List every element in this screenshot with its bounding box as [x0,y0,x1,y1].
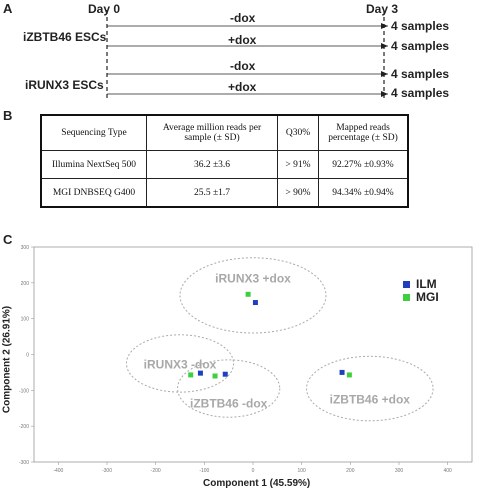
y-tick-label: 200 [21,281,30,287]
table-cell: 94.34% ±0.94% [318,178,409,208]
y-tick-label: 300 [21,245,30,251]
sample-count: 4 samples [391,19,450,33]
data-point-mgi [346,372,352,378]
data-point-ilm [197,370,203,376]
panel-label-c: C [3,232,13,247]
data-point-ilm [222,371,228,377]
group-label: iRUNX3 +dox [215,271,291,285]
data-point-ilm [339,369,345,375]
sequencing-table: Sequencing Type Average million reads pe… [40,114,409,208]
legend-swatch [403,294,410,301]
group-label: iRUNX3 -dox [144,357,217,371]
y-tick-label: 0 [26,353,29,359]
legend-label: ILM [416,277,437,291]
timeline-diagram [106,10,388,100]
day0-label: Day 0 [88,2,121,16]
y-tick-label: -100 [19,388,29,394]
table-header: Average million reads per sample (± SD) [146,114,278,151]
group-ellipse [125,334,235,393]
group-ellipse [306,355,434,422]
x-tick-label: 200 [346,468,355,474]
data-point-mgi [188,372,194,378]
x-tick-label: -200 [151,468,161,474]
y-tick-label: -300 [19,460,29,466]
group-label: iZBTB46 -dox [190,397,268,411]
panel-label-b: B [3,108,13,123]
table-row: Illumina NextSeq 500 36.2 ±3.6 > 91% 92.… [40,150,409,179]
legend-swatch [403,281,410,288]
condition-label: -dox [230,59,256,73]
group-ellipse [177,359,281,418]
y-axis-title: Component 2 (26.91%) [1,305,13,414]
legend-label: MGI [416,290,439,304]
table-cell: 92.27% ±0.93% [318,150,409,179]
condition-label: -dox [230,11,256,25]
group-label: iZBTB46 +dox [330,393,411,407]
table-header: Mapped reads percentage (± SD) [318,114,409,151]
condition-label: +dox [228,33,257,47]
x-tick-label: 400 [443,468,452,474]
x-tick-label: 300 [395,468,404,474]
x-tick-label: -400 [53,468,63,474]
y-tick-label: -200 [19,424,29,430]
table-cell: 36.2 ±3.6 [146,150,278,179]
day3-label: Day 3 [366,2,399,16]
table-cell: MGI DNBSEQ G400 [40,178,147,208]
sample-count: 4 samples [391,86,450,100]
data-point-mgi [212,373,218,379]
x-tick-label: 100 [297,468,306,474]
y-tick-label: 100 [21,317,30,323]
table-header: Sequencing Type [40,114,147,151]
table-cell: Illumina NextSeq 500 [40,150,147,179]
panel-label-a: A [3,1,13,16]
group-ellipse [179,257,327,334]
table-cell: > 91% [277,150,319,179]
data-point-mgi [245,291,251,297]
x-tick-label: -100 [199,468,209,474]
cell-line-label: iRUNX3 ESCs [25,78,104,92]
condition-label: +dox [228,80,257,94]
x-tick-label: 0 [252,468,255,474]
table-cell: > 90% [277,178,319,208]
sample-count: 4 samples [391,39,450,53]
table-row: MGI DNBSEQ G400 25.5 ±1.7 > 90% 94.34% ±… [40,178,409,208]
cell-line-label: iZBTB46 ESCs [23,30,107,44]
data-point-ilm [252,300,258,306]
table-cell: 25.5 ±1.7 [146,178,278,208]
x-tick-label: -300 [102,468,112,474]
x-axis-title: Component 1 (45.59%) [203,478,311,489]
sample-count: 4 samples [391,67,450,81]
